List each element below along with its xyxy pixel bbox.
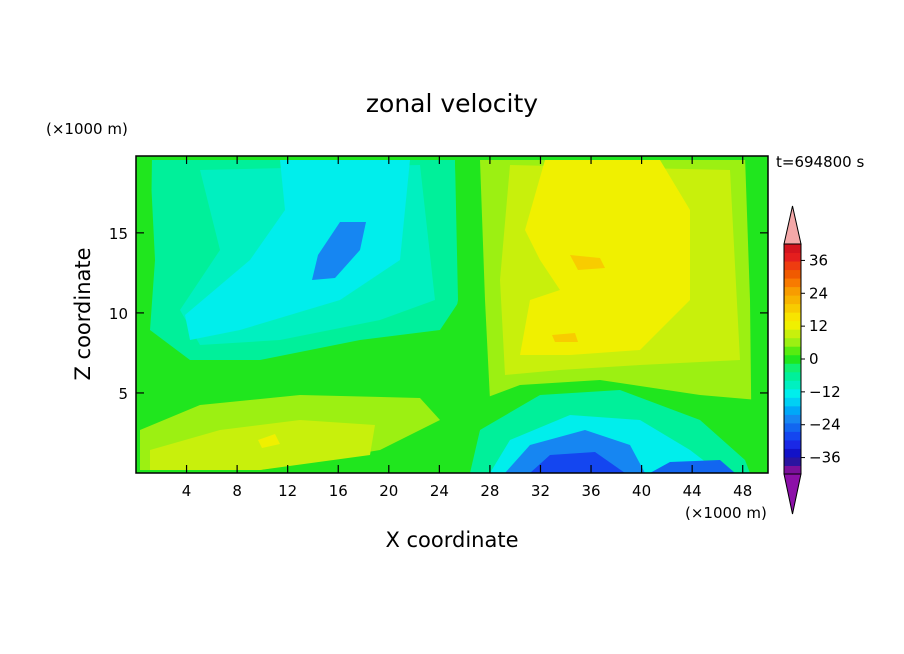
x-tick-label: 44 [683, 482, 702, 500]
region-lower-right-core [530, 452, 625, 473]
colorbar-segment [784, 252, 801, 262]
colorbar-tick-label: 36 [809, 251, 828, 269]
colorbar-segment [784, 244, 801, 254]
colorbar-tick-label: 12 [809, 317, 828, 335]
plot-frame [135, 155, 769, 474]
colorbar-segment [784, 414, 801, 424]
colorbar [783, 205, 802, 515]
colorbar-segment [784, 354, 801, 364]
x-tick-label: 48 [733, 482, 752, 500]
x-tick-label: 8 [232, 482, 242, 500]
region-center-column [440, 160, 490, 473]
region-left-edge [136, 156, 152, 420]
colorbar-segment [784, 312, 801, 322]
colorbar-segment [784, 363, 801, 373]
y-tick-label: 5 [118, 385, 128, 403]
chart-title: zonal velocity [366, 89, 538, 118]
x-tick-label: 40 [632, 482, 651, 500]
y-axis-ticks: 5 10 15 [109, 225, 768, 403]
x-tick-label: 36 [581, 482, 600, 500]
x-tick-label: 24 [430, 482, 449, 500]
colorbar-segment [784, 329, 801, 339]
region-right-edge [745, 156, 768, 473]
colorbar-segment [784, 380, 801, 390]
y-tick-label: 15 [109, 225, 128, 243]
colorbar-segment [784, 422, 801, 432]
contour-field [136, 156, 768, 473]
region-lower-right-blue [505, 430, 645, 473]
colorbar-segment [784, 320, 801, 330]
colorbar-segment [784, 397, 801, 407]
colorbar-segment [784, 448, 801, 458]
region-upper-right-core-2 [552, 333, 578, 342]
region-upper-left-core [312, 222, 366, 280]
y-unit-label: (×1000 m) [46, 120, 128, 138]
colorbar-segment [784, 456, 801, 466]
colorbar-segment [784, 346, 801, 356]
colorbar-tick-label: −24 [809, 416, 841, 434]
region-lower-left-core [258, 434, 280, 448]
colorbar-ticks: 36 24 12 0 −12 −24 −36 [801, 251, 841, 467]
y-axis-label: Z coordinate [71, 247, 95, 380]
colorbar-segment [784, 286, 801, 296]
colorbar-segment [784, 431, 801, 441]
colorbar-segment [784, 371, 801, 381]
x-axis-ticks: 4 8 12 16 20 24 28 32 36 40 44 48 [182, 156, 752, 500]
colorbar-tick-label: −12 [809, 383, 841, 401]
colorbar-over-arrow [783, 205, 802, 245]
x-tick-label: 4 [182, 482, 192, 500]
colorbar-segment [784, 465, 801, 475]
y-tick-label: 10 [109, 305, 128, 323]
colorbar-segment [784, 388, 801, 398]
x-tick-label: 12 [278, 482, 297, 500]
colorbar-tick-label: −36 [809, 449, 841, 467]
x-tick-label: 20 [379, 482, 398, 500]
colorbar-segment [784, 269, 801, 279]
x-tick-label: 28 [480, 482, 499, 500]
x-axis-label: X coordinate [385, 528, 518, 552]
colorbar-segment [784, 439, 801, 449]
colorbar-segment [784, 278, 801, 288]
colorbar-segment [784, 303, 801, 313]
x-unit-label: (×1000 m) [685, 504, 767, 522]
colorbar-segment [784, 295, 801, 305]
colorbar-segment [784, 261, 801, 271]
colorbar-segment [784, 405, 801, 415]
x-tick-label: 16 [329, 482, 348, 500]
colorbar-segment [784, 337, 801, 347]
colorbar-under-arrow [783, 473, 802, 515]
colorbar-tick-label: 0 [809, 350, 819, 368]
region-upper-left-cyan [185, 160, 410, 340]
time-label: t=694800 s [776, 153, 864, 171]
region-upper-right-yellow [520, 160, 690, 355]
colorbar-tick-label: 24 [809, 284, 828, 302]
region-upper-right-core [570, 255, 605, 270]
x-tick-label: 32 [531, 482, 550, 500]
